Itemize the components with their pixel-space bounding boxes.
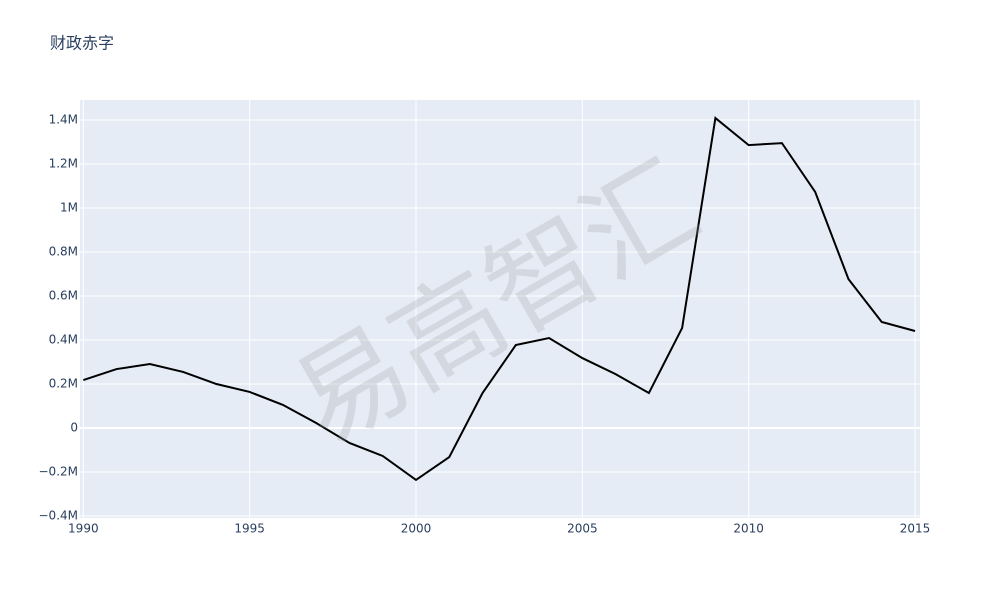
y-tick-label: 0.6M bbox=[49, 289, 78, 303]
x-tick-label: 1990 bbox=[68, 522, 99, 536]
x-tick-label: 2000 bbox=[401, 522, 432, 536]
y-tick-label: 0.2M bbox=[49, 377, 78, 391]
y-tick-label: 1M bbox=[60, 201, 78, 215]
x-tick-label: 2010 bbox=[733, 522, 764, 536]
y-tick-label: 1.2M bbox=[49, 157, 78, 171]
y-tick-label: 1.4M bbox=[49, 113, 78, 127]
x-tick-label: 2005 bbox=[567, 522, 598, 536]
y-tick-label: 0.8M bbox=[49, 245, 78, 259]
y-tick-label: 0 bbox=[70, 421, 78, 435]
plot-area bbox=[80, 100, 920, 518]
y-tick-label: −0.4M bbox=[39, 509, 79, 523]
chart-title: 财政赤字 bbox=[50, 34, 114, 53]
data-line bbox=[83, 116, 916, 482]
y-tick-label: −0.2M bbox=[39, 465, 79, 479]
x-tick-label: 2015 bbox=[900, 522, 931, 536]
y-tick-label: 0.4M bbox=[49, 333, 78, 347]
x-tick-label: 1995 bbox=[234, 522, 265, 536]
